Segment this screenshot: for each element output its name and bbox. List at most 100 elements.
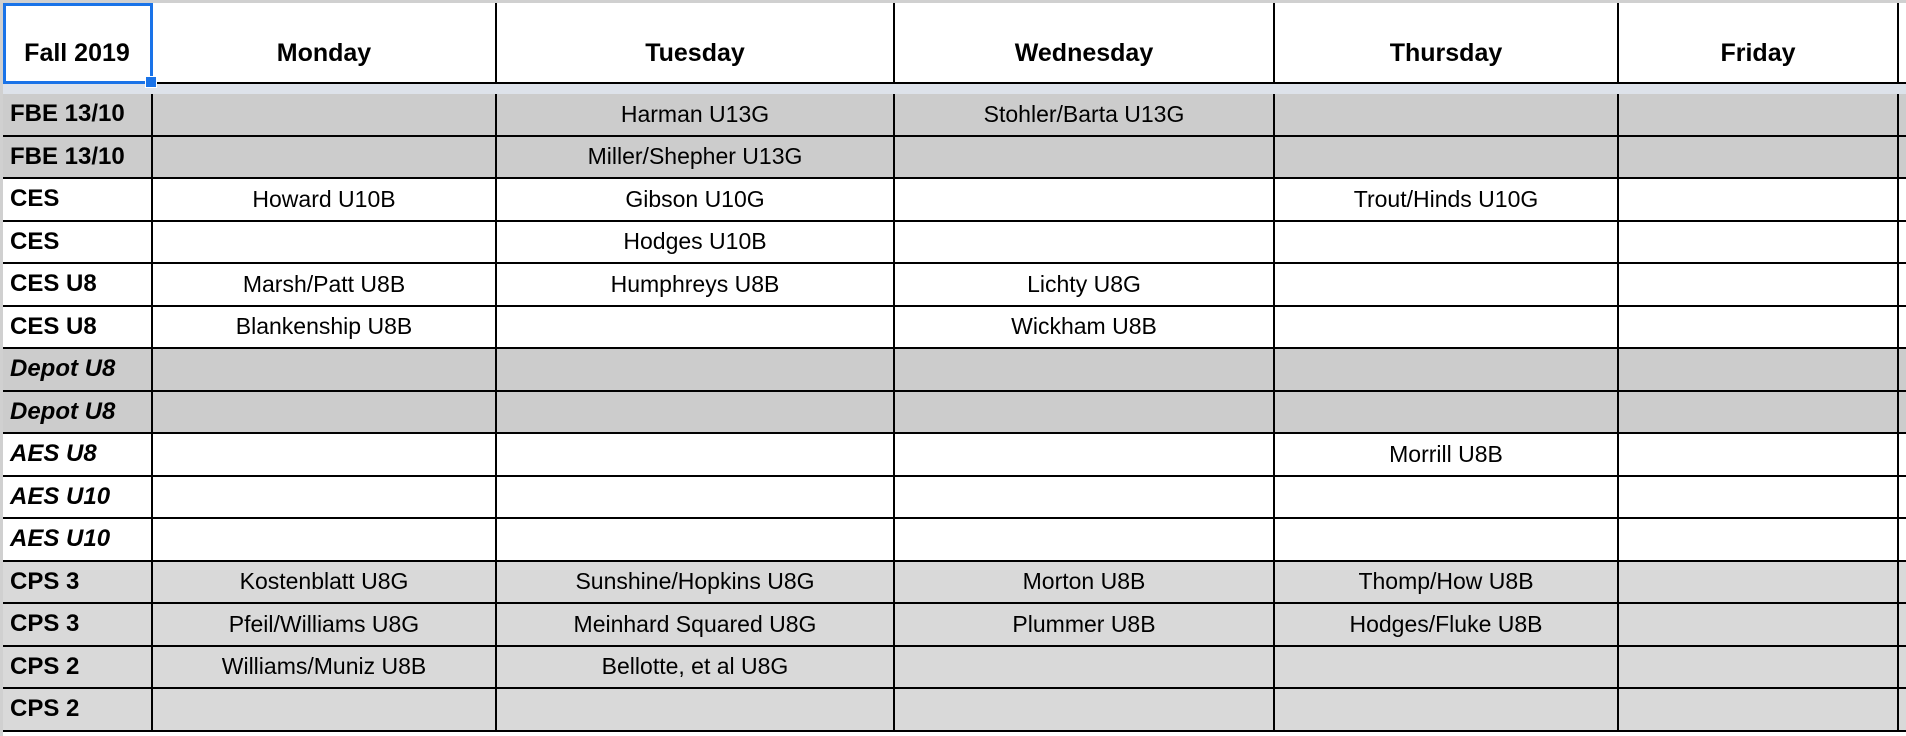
cell-friday[interactable]	[1619, 221, 1899, 264]
cell-extra[interactable]	[1899, 307, 1906, 349]
cell-tuesday[interactable]: Harman U13G	[497, 94, 895, 137]
cell-monday[interactable]: Kostenblatt U8G	[153, 561, 497, 604]
cell-extra[interactable]	[1899, 136, 1906, 179]
cell-thursday[interactable]	[1275, 476, 1619, 519]
cell-extra[interactable]	[1899, 264, 1906, 307]
cell-extra[interactable]	[1899, 604, 1906, 647]
cell-tuesday[interactable]: Gibson U10G	[497, 179, 895, 222]
cell-thursday[interactable]	[1275, 136, 1619, 179]
cell-friday[interactable]	[1619, 519, 1899, 562]
cell-wednesday[interactable]: Morton U8B	[895, 561, 1275, 604]
row-label-cell[interactable]: CES U8	[3, 264, 153, 307]
cell-monday[interactable]	[153, 349, 497, 392]
cell-extra[interactable]	[1899, 222, 1906, 264]
cell-friday[interactable]	[1619, 434, 1899, 477]
cell-extra[interactable]	[1899, 94, 1906, 137]
cell-wednesday[interactable]: Wickham U8B	[895, 306, 1275, 349]
header-cell-monday[interactable]: Monday	[153, 3, 497, 84]
cell-tuesday[interactable]	[497, 519, 895, 562]
row-label-cell[interactable]: AES U8	[3, 434, 153, 477]
cell-friday[interactable]	[1619, 136, 1899, 179]
cell-monday[interactable]	[153, 221, 497, 264]
cell-wednesday[interactable]	[895, 519, 1275, 562]
cell-wednesday[interactable]	[895, 349, 1275, 392]
cell-thursday[interactable]	[1275, 689, 1619, 732]
row-label-cell[interactable]: CPS 3	[3, 561, 153, 604]
cell-thursday[interactable]	[1275, 519, 1619, 562]
cell-thursday[interactable]: Hodges/Fluke U8B	[1275, 604, 1619, 647]
cell-wednesday[interactable]	[895, 476, 1275, 519]
cell-extra[interactable]	[1899, 391, 1906, 434]
cell-thursday[interactable]	[1275, 646, 1619, 689]
row-label-cell[interactable]: AES U10	[3, 476, 153, 519]
cell-monday[interactable]	[153, 94, 497, 137]
cell-friday[interactable]	[1619, 264, 1899, 307]
header-cell-wednesday[interactable]: Wednesday	[895, 3, 1275, 84]
cell-friday[interactable]	[1619, 349, 1899, 392]
cell-monday[interactable]	[153, 136, 497, 179]
cell-thursday[interactable]	[1275, 94, 1619, 137]
row-label-cell[interactable]: CES	[3, 221, 153, 264]
cell-tuesday[interactable]: Miller/Shepher U13G	[497, 136, 895, 179]
cell-monday[interactable]: Pfeil/Williams U8G	[153, 604, 497, 647]
row-label-cell[interactable]: AES U10	[3, 519, 153, 562]
cell-thursday[interactable]: Trout/Hinds U10G	[1275, 179, 1619, 222]
cell-monday[interactable]	[153, 689, 497, 732]
cell-wednesday[interactable]	[895, 136, 1275, 179]
cell-tuesday[interactable]	[497, 434, 895, 477]
cell-extra[interactable]	[1899, 561, 1906, 604]
cell-thursday[interactable]	[1275, 391, 1619, 434]
cell-thursday[interactable]	[1275, 221, 1619, 264]
cell-tuesday[interactable]	[497, 689, 895, 732]
cell-extra[interactable]	[1899, 179, 1906, 222]
cell-wednesday[interactable]	[895, 434, 1275, 477]
cell-friday[interactable]	[1619, 476, 1899, 519]
cell-tuesday[interactable]: Bellotte, et al U8G	[497, 646, 895, 689]
cell-wednesday[interactable]	[895, 646, 1275, 689]
cell-monday[interactable]	[153, 434, 497, 477]
cell-friday[interactable]	[1619, 391, 1899, 434]
cell-extra[interactable]	[1899, 349, 1906, 392]
cell-friday[interactable]	[1619, 561, 1899, 604]
row-label-cell[interactable]: Depot U8	[3, 349, 153, 392]
cell-friday[interactable]	[1619, 689, 1899, 732]
cell-wednesday[interactable]	[895, 221, 1275, 264]
row-label-cell[interactable]: CES	[3, 179, 153, 222]
cell-monday[interactable]: Blankenship U8B	[153, 306, 497, 349]
cell-tuesday[interactable]	[497, 476, 895, 519]
cell-friday[interactable]	[1619, 604, 1899, 647]
header-cell-friday[interactable]: Friday	[1619, 3, 1899, 84]
cell-extra[interactable]	[1899, 646, 1906, 689]
cell-thursday[interactable]	[1275, 306, 1619, 349]
cell-thursday[interactable]: Morrill U8B	[1275, 434, 1619, 477]
row-label-cell[interactable]: Depot U8	[3, 391, 153, 434]
header-cell-term[interactable]: Fall 2019	[3, 3, 157, 88]
cell-tuesday[interactable]: Humphreys U8B	[497, 264, 895, 307]
cell-thursday[interactable]: Thomp/How U8B	[1275, 561, 1619, 604]
row-label-cell[interactable]: CES U8	[3, 306, 153, 349]
row-label-cell[interactable]: FBE 13/10	[3, 94, 153, 137]
freeze-pane-divider[interactable]	[3, 84, 1906, 94]
cell-wednesday[interactable]: Plummer U8B	[895, 604, 1275, 647]
cell-monday[interactable]: Williams/Muniz U8B	[153, 646, 497, 689]
header-cell-tuesday[interactable]: Tuesday	[497, 3, 895, 84]
cell-wednesday[interactable]: Lichty U8G	[895, 264, 1275, 307]
cell-extra[interactable]	[1899, 689, 1906, 732]
cell-friday[interactable]	[1619, 646, 1899, 689]
cell-tuesday[interactable]	[497, 306, 895, 349]
cell-wednesday[interactable]	[895, 689, 1275, 732]
cell-extra[interactable]	[1899, 434, 1906, 477]
cell-tuesday[interactable]: Hodges U10B	[497, 221, 895, 264]
cell-thursday[interactable]	[1275, 349, 1619, 392]
cell-wednesday[interactable]: Stohler/Barta U13G	[895, 94, 1275, 137]
cell-monday[interactable]	[153, 476, 497, 519]
cell-monday[interactable]	[153, 519, 497, 562]
cell-friday[interactable]	[1619, 306, 1899, 349]
cell-monday[interactable]: Marsh/Patt U8B	[153, 264, 497, 307]
cell-monday[interactable]	[153, 391, 497, 434]
cell-extra[interactable]	[1899, 477, 1906, 519]
header-cell-thursday[interactable]: Thursday	[1275, 3, 1619, 84]
cell-tuesday[interactable]	[497, 349, 895, 392]
row-label-cell[interactable]: CPS 2	[3, 646, 153, 689]
row-label-cell[interactable]: CPS 3	[3, 604, 153, 647]
